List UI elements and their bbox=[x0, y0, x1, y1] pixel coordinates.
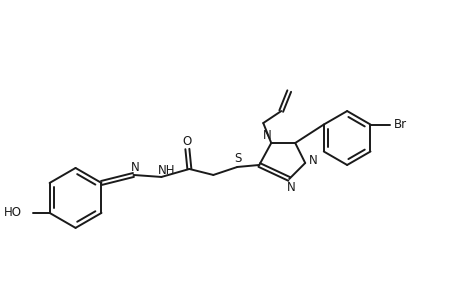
Text: N: N bbox=[286, 182, 295, 194]
Text: NH: NH bbox=[157, 164, 175, 178]
Text: N: N bbox=[262, 128, 271, 142]
Text: S: S bbox=[234, 152, 241, 166]
Text: HO: HO bbox=[4, 206, 22, 219]
Text: N: N bbox=[131, 161, 140, 175]
Text: Br: Br bbox=[393, 118, 406, 131]
Text: N: N bbox=[308, 154, 317, 167]
Text: O: O bbox=[182, 134, 191, 148]
